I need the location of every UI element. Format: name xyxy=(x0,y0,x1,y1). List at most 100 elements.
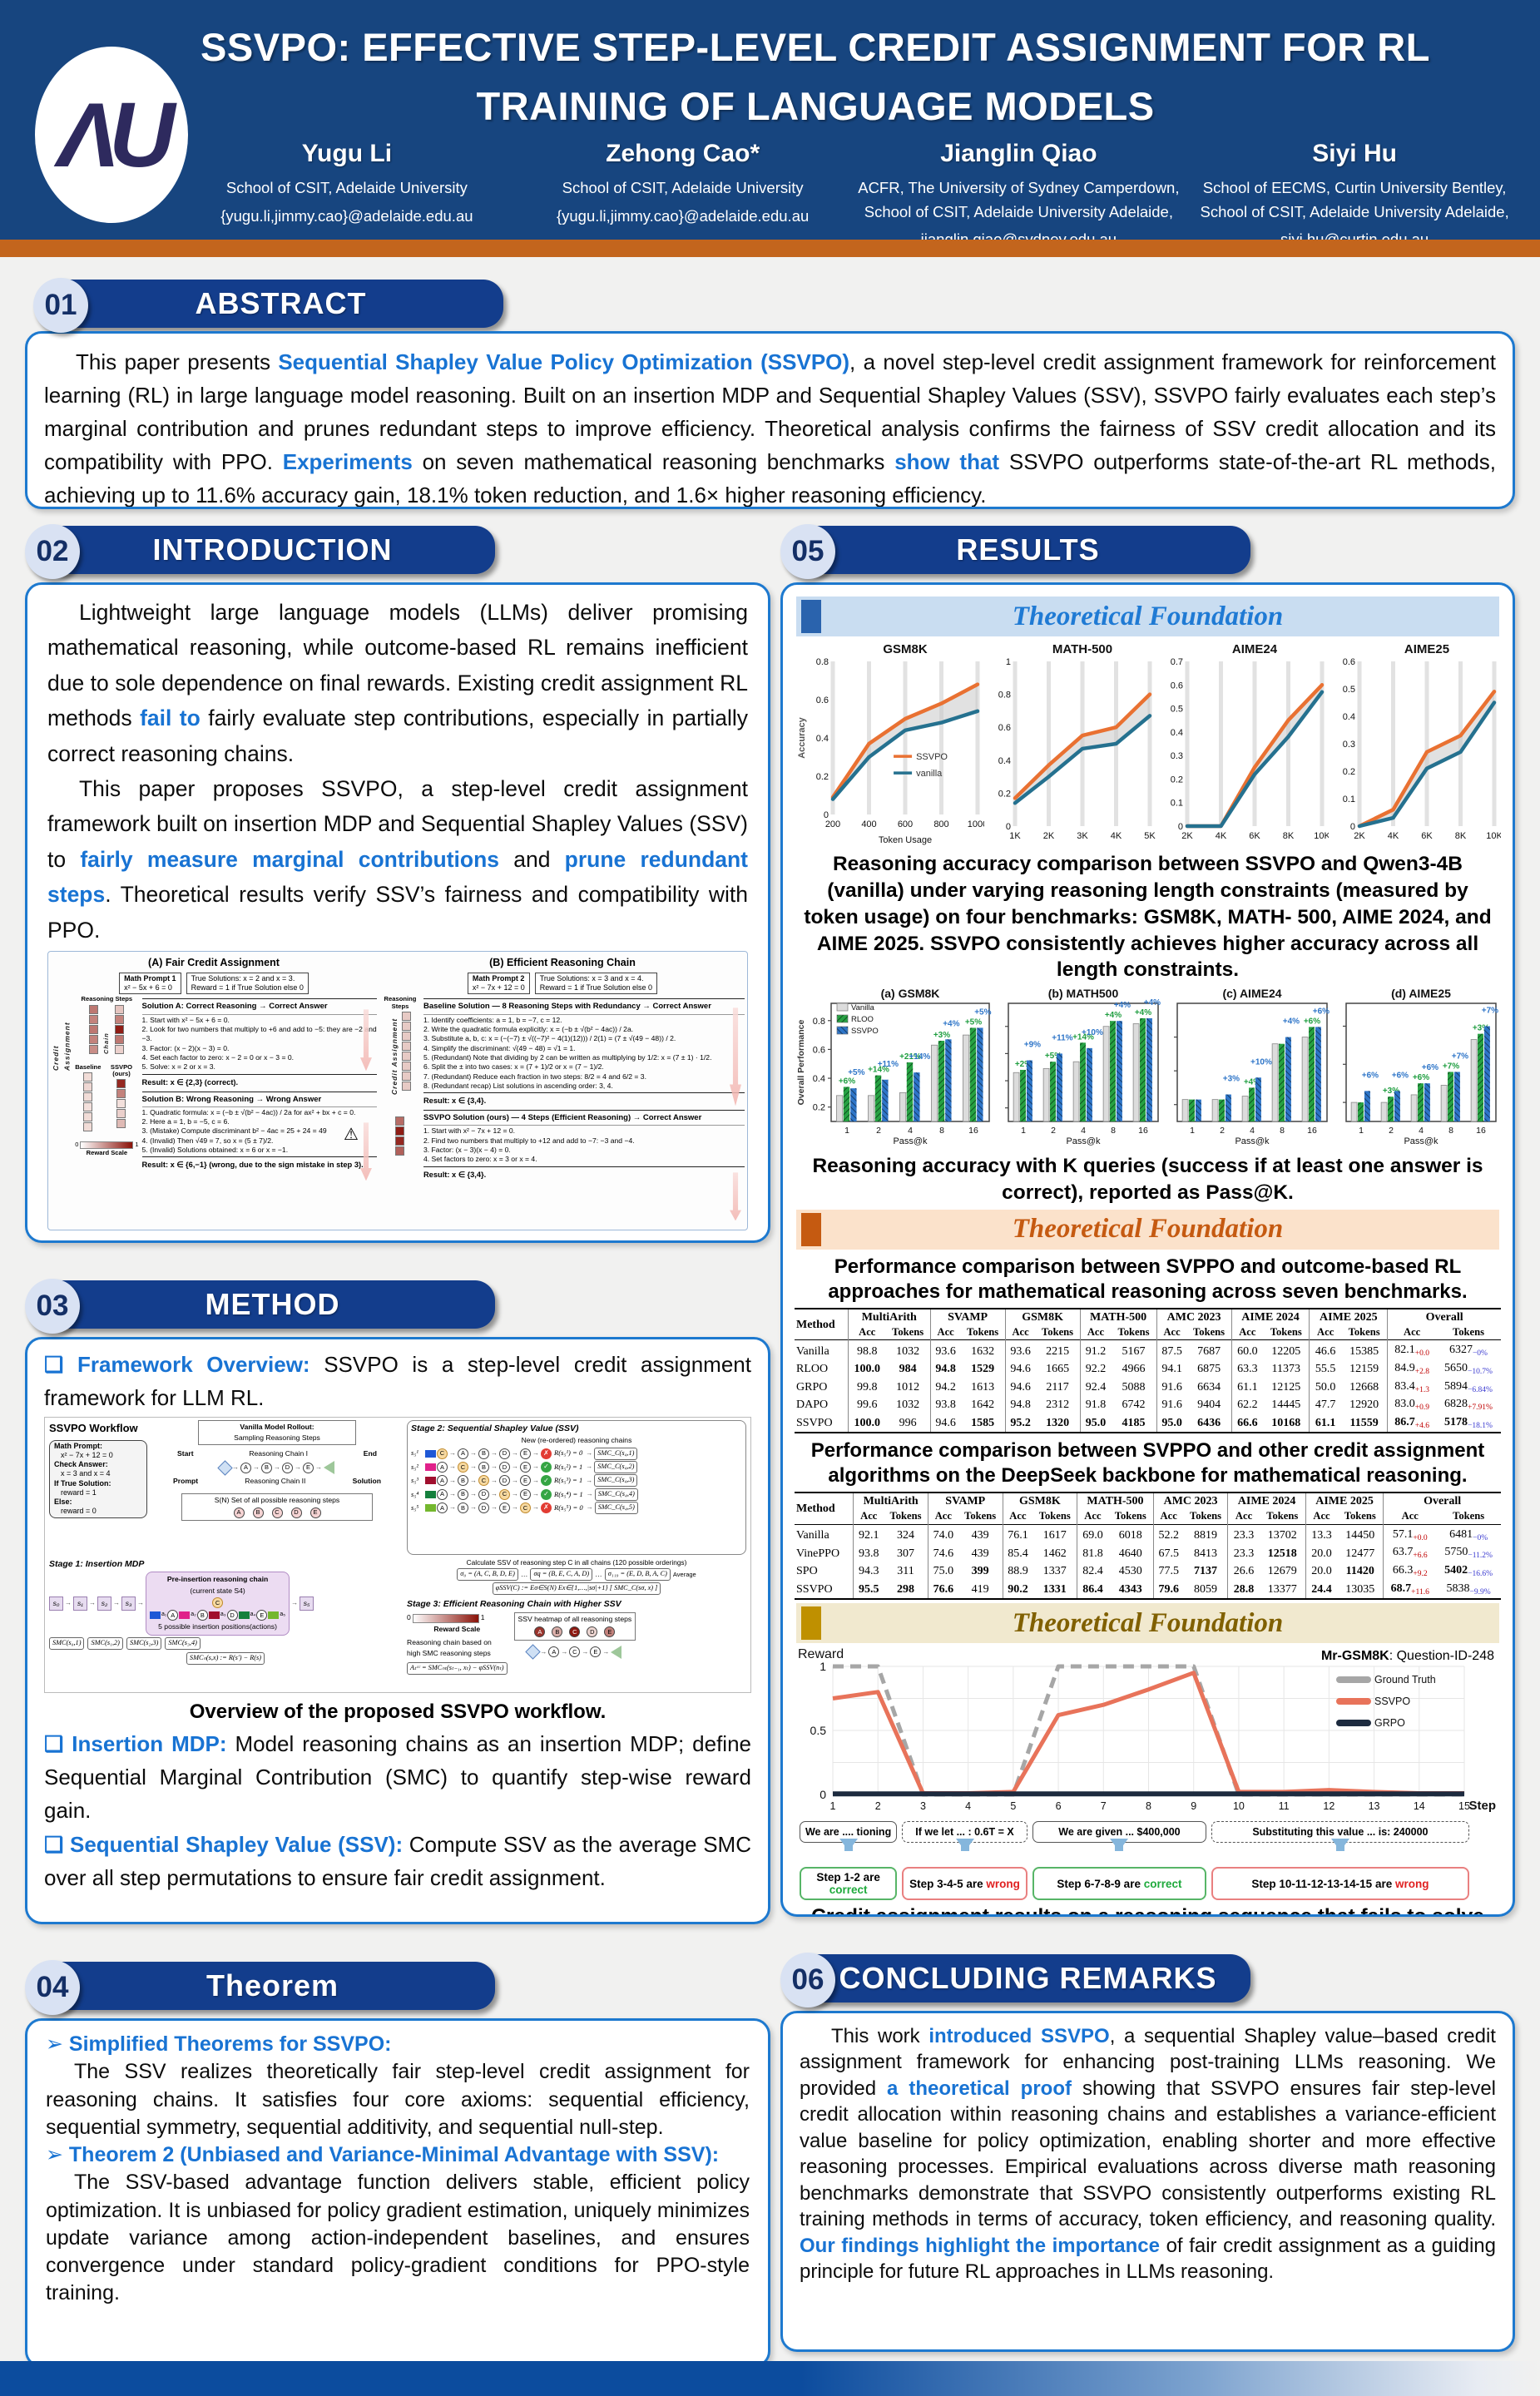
reasoning-step-box: If we let ... : 0.6T = X xyxy=(902,1821,1027,1844)
svg-text:0.5: 0.5 xyxy=(1171,705,1183,715)
down-arrow-icon xyxy=(1211,1839,1469,1866)
advantage-formula: Aₜᶜᶜ = SMCₙₜ(sₜ₋₁, xₜ) − φSSV(nₜ) xyxy=(407,1661,508,1675)
chain-node: B xyxy=(458,1502,468,1514)
svg-text:Token Usage: Token Usage xyxy=(879,835,932,845)
table-cell: 99.6 xyxy=(847,1396,886,1414)
svg-text:0.8: 0.8 xyxy=(998,691,1011,700)
heat-cell xyxy=(115,1014,125,1024)
svg-text:+14%: +14% xyxy=(1072,1033,1094,1042)
text-segment: and xyxy=(499,846,565,872)
reasoning-step-box: We are given ... $400,000 xyxy=(1032,1821,1207,1844)
table-cell: 439 xyxy=(971,1547,989,1560)
svg-text:10K: 10K xyxy=(1314,831,1329,841)
math-prompt-line: Else: xyxy=(54,1498,72,1507)
table-cell: 82.4 xyxy=(1077,1562,1108,1581)
svg-text:4K: 4K xyxy=(1111,831,1122,841)
svg-text:GRPO: GRPO xyxy=(1374,1717,1405,1729)
panel-b-credit-rail: Reasoning Steps Credit Assignment xyxy=(380,996,420,1182)
abstract-box: This paper presents Sequential Shapley V… xyxy=(25,331,1515,509)
table-cell: 28.8 xyxy=(1227,1580,1260,1600)
chain-node: A xyxy=(437,1461,448,1473)
heat-cell xyxy=(115,1034,125,1044)
svg-text:Pass@k: Pass@k xyxy=(1066,1136,1101,1146)
svg-text:2: 2 xyxy=(875,1800,881,1812)
svg-text:5K: 5K xyxy=(1144,831,1156,841)
svg-text:1: 1 xyxy=(844,1126,849,1136)
table-cell: 439 xyxy=(958,1523,1003,1545)
table-cell: 86.4 xyxy=(1077,1580,1108,1600)
svg-text:0: 0 xyxy=(1350,822,1355,832)
author-block: Siyi Hu School of EECMS, Curtin Universit… xyxy=(1186,140,1523,249)
reasoning-step: 3. Factor: (x − 3)(x − 4) = 0. xyxy=(423,1146,511,1155)
reasoning-step: 2. Look for two numbers that multiply to… xyxy=(141,1024,377,1043)
chain-node: E xyxy=(309,1507,321,1518)
svg-text:0: 0 xyxy=(1006,822,1011,832)
svg-text:Pass@k: Pass@k xyxy=(893,1136,928,1146)
svg-text:0.6: 0.6 xyxy=(1343,657,1355,667)
solution-a-steps: 1. Start with x² − 5x + 6 = 0. 2. Look fo… xyxy=(141,1015,377,1075)
table-cell: 88.9 xyxy=(1002,1562,1033,1581)
table-cell: 6742 xyxy=(1122,1398,1146,1412)
table-cell: 12159 xyxy=(1349,1363,1379,1376)
table-cell: 86.7+4.6 xyxy=(1387,1413,1436,1433)
table-cell: 87.5 xyxy=(1156,1339,1187,1360)
svg-text:1K: 1K xyxy=(1009,831,1021,841)
svg-text:0.5: 0.5 xyxy=(810,1724,827,1737)
reasoning-step-boxes: We are .... tioning If we let ... : 0.6T … xyxy=(800,1821,1496,1844)
pre-insertion-box: Pre-insertion reasoning chain (current st… xyxy=(146,1572,290,1636)
chain-node: E xyxy=(604,1626,616,1638)
table-cell: 5402−16.6% xyxy=(1444,1563,1493,1578)
table-row: DAPO 99.6 1032 93.8 1642 94.8 2312 91.8 6742 91.6… xyxy=(795,1396,1501,1414)
math-prompt-line: x = 3 and x = 4 xyxy=(61,1469,111,1478)
method-overview: ❑ Framework Overview: SSVPO is a step-le… xyxy=(44,1352,751,1411)
wf-stage1: Stage 1: Insertion MDP s₀ → s₁ → s₂ → s₃ → Pre-i… xyxy=(49,1557,402,1689)
svg-text:6: 6 xyxy=(1056,1800,1062,1812)
table-cell: 12920 xyxy=(1349,1398,1379,1412)
chain-node: A xyxy=(167,1609,179,1621)
panel-a-credit-rail: Credit Assignment Reasoning Steps Chain xyxy=(52,995,139,1157)
conclusion-paragraph: This work introduced SSVPO, a sequential… xyxy=(800,2023,1496,2285)
table-cell: 61.1 xyxy=(1309,1413,1341,1433)
reasoning-step: 5. (Invalid) Solutions obtained: x = 6 o… xyxy=(141,1146,289,1155)
heat-cell xyxy=(89,1024,99,1034)
table-cell: 12668 xyxy=(1349,1380,1379,1394)
table-cell: 4343 xyxy=(1118,1582,1142,1596)
svg-text:16: 16 xyxy=(1307,1126,1317,1136)
reasoning-step: 1. Quadratic formula: x = (−b ± √(b² − 4… xyxy=(141,1107,356,1116)
solution-b-steps: 1. Quadratic formula: x = (−b ± √(b² − 4… xyxy=(141,1107,377,1158)
svg-text:MATH-500: MATH-500 xyxy=(1052,642,1112,656)
svg-text:9: 9 xyxy=(1191,1800,1196,1812)
heat-cell xyxy=(116,1089,126,1099)
math-prompt-line: reward = 0 xyxy=(61,1507,97,1516)
svg-text:+6%: +6% xyxy=(839,1077,855,1087)
chain-node: A xyxy=(240,1462,251,1473)
svg-text:0.4: 0.4 xyxy=(1343,712,1355,722)
svg-text:12: 12 xyxy=(1323,1800,1335,1812)
svg-text:Pass@k: Pass@k xyxy=(1235,1136,1270,1146)
wf-stage2-box: Stage 2: Sequential Shapley Value (SSV) … xyxy=(407,1419,746,1555)
stage2-title: Stage 2: Sequential Shapley Value (SSV) xyxy=(411,1423,579,1433)
section-title-pill: ABSTRACT xyxy=(58,280,503,328)
svg-text:0.2: 0.2 xyxy=(816,772,829,782)
step-verdicts: Step 1-2 are correct Step 3-4-5 are wrong… xyxy=(800,1867,1496,1901)
svg-text:13: 13 xyxy=(1369,1800,1380,1812)
table-row: SSVPO 95.5 298 76.6 419 90.2 1331 86.4 4343 79.6 8… xyxy=(795,1580,1501,1600)
svg-text:8K: 8K xyxy=(1455,831,1467,841)
table-cell: 92.2 xyxy=(1079,1359,1112,1379)
svg-text:8: 8 xyxy=(1280,1126,1285,1136)
table-cell: 4185 xyxy=(1122,1416,1146,1429)
chain-node: A xyxy=(437,1488,448,1500)
svg-text:5: 5 xyxy=(1010,1800,1016,1812)
heat-column-steps xyxy=(89,1004,99,1054)
reasoning-step: 3. Factor: (x − 2)(x − 3) = 0. xyxy=(141,1043,230,1052)
svg-text:0.5: 0.5 xyxy=(1343,685,1355,695)
theorem-heading: ➢ Simplified Theorems for SSVPO: xyxy=(46,2032,392,2056)
heat-column-baseline xyxy=(83,1072,93,1132)
author-affiliation: School of CSIT, Adelaide University Adel… xyxy=(864,202,1173,220)
data-table: Method MultiArith SVAMP GSM8K MATH-500 AMC 20… xyxy=(795,1307,1501,1434)
svg-text:0: 0 xyxy=(820,1788,826,1801)
svg-text:0: 0 xyxy=(1178,822,1183,832)
section-title-pill: METHOD xyxy=(50,1280,495,1329)
svg-text:400: 400 xyxy=(861,819,876,829)
text-segment: SSVPO is a step-level credit assignment … xyxy=(44,1352,751,1411)
